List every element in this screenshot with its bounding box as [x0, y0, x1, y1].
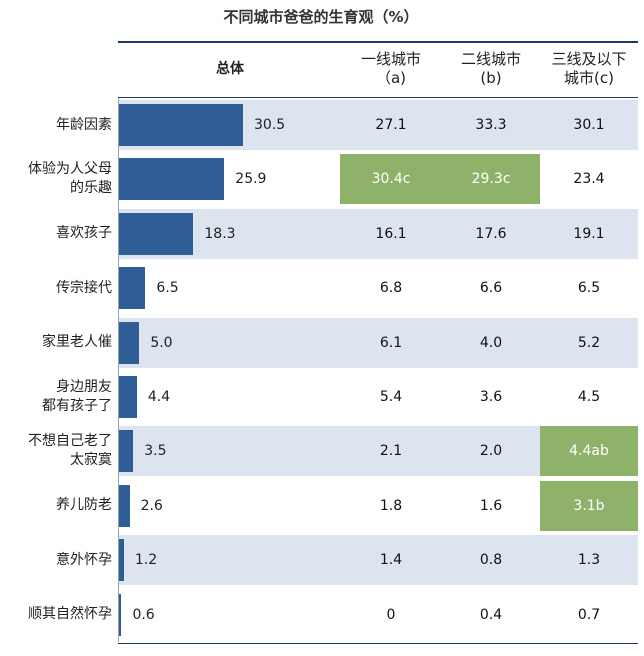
- cell-tier2: 2.0: [479, 443, 503, 460]
- total-bar: [119, 158, 225, 201]
- total-bar: [119, 104, 243, 146]
- row-background: [118, 317, 638, 368]
- bar-axis-line: [118, 98, 119, 642]
- cell-tier3: 6.5: [577, 280, 601, 297]
- cell-tier2: 1.6: [479, 497, 503, 514]
- cell-tier3: 19.1: [573, 225, 605, 242]
- total-bar-value: 6.5: [156, 280, 179, 297]
- cell-tier2: 6.6: [479, 280, 503, 297]
- total-bar: [119, 212, 194, 255]
- total-bar: [119, 376, 137, 418]
- cell-tier1: 2.1: [379, 443, 403, 460]
- row-label: 家里老人催: [42, 334, 112, 351]
- cell-tier3: 30.1: [573, 117, 605, 133]
- cell-tier1: 6.1: [379, 334, 403, 351]
- table-row: 喜欢孩子 18.3 16.1 17.6 19.1: [0, 208, 644, 259]
- total-bar: [119, 267, 146, 310]
- top-rule: [118, 41, 638, 43]
- row-label: 年龄因素: [56, 116, 112, 133]
- cell-tier1: 1.4: [379, 552, 403, 569]
- table-row: 顺其自然怀孕 0.6 0 0.4 0.7: [0, 590, 644, 640]
- total-bar-value: 0.6: [132, 606, 155, 623]
- row-label: 不想自己老了 太寂寞: [28, 433, 112, 469]
- cell-tier3: 1.3: [577, 552, 601, 569]
- cell-tier3: 5.2: [577, 334, 601, 351]
- table-row: 意外怀孕 1.2 1.4 0.8 1.3: [0, 535, 644, 586]
- row-label: 体验为人父母 的乐趣: [28, 161, 112, 197]
- header-tier2: 二线城市 (b): [460, 50, 521, 87]
- total-bar-value: 3.5: [144, 443, 167, 460]
- row-background: [118, 208, 638, 259]
- table-row: 家里老人催 5.0 6.1 4.0 5.2: [0, 317, 644, 368]
- cell-tier1: 1.8: [379, 497, 403, 514]
- table-row: 传宗接代 6.5 6.8 6.6 6.5: [0, 263, 644, 313]
- table-header: 总体 一线城市 （a) 二线城市 (b) 三线及以下 城市(c): [0, 44, 644, 94]
- total-bar-value: 25.9: [235, 171, 267, 188]
- cell-tier1: 6.8: [379, 280, 403, 297]
- cell-tier1: 30.4c: [340, 154, 442, 205]
- cell-tier3: 4.5: [577, 389, 601, 405]
- row-label: 养儿防老: [56, 497, 112, 514]
- cell-tier2: 0.4: [479, 606, 503, 623]
- cell-tier3: 0.7: [577, 606, 601, 623]
- cell-tier3: 23.4: [573, 171, 605, 188]
- cell-tier2: 17.6: [475, 225, 507, 242]
- table-row: 年龄因素 30.5 27.1 33.3 30.1: [0, 100, 644, 150]
- cell-tier1: 0: [386, 606, 396, 623]
- cell-tier3: 4.4ab: [540, 426, 638, 477]
- cell-tier1: 5.4: [379, 389, 403, 405]
- total-bar-value: 4.4: [147, 389, 171, 405]
- cell-tier2: 3.6: [479, 389, 503, 405]
- cell-tier1: 16.1: [375, 225, 407, 242]
- total-bar-value: 5.0: [150, 334, 173, 351]
- row-label: 传宗接代: [56, 279, 112, 296]
- row-label: 意外怀孕: [56, 551, 112, 568]
- cell-tier1: 27.1: [375, 117, 407, 133]
- header-tier3: 三线及以下 城市(c): [551, 50, 627, 87]
- row-background: [118, 535, 638, 586]
- total-bar: [119, 321, 140, 364]
- header-rule: [118, 97, 638, 98]
- total-bar-value: 30.5: [254, 117, 286, 133]
- total-bar-value: 2.6: [140, 497, 163, 514]
- total-bar: [119, 430, 134, 473]
- cell-tier2: 33.3: [475, 117, 507, 133]
- total-bar: [119, 484, 130, 527]
- table-row: 体验为人父母 的乐趣 25.9 30.4c 29.3c 23.4: [0, 154, 644, 205]
- table-row: 身边朋友 都有孩子了 4.4 5.4 3.6 4.5: [0, 372, 644, 422]
- cell-tier2: 4.0: [479, 334, 503, 351]
- cell-tier3: 3.1b: [540, 480, 638, 531]
- header-tier1: 一线城市 （a): [360, 50, 421, 87]
- table-row: 不想自己老了 太寂寞 3.5 2.1 2.0 4.4ab: [0, 426, 644, 477]
- chart-title: 不同城市爸爸的生育观（%）: [223, 8, 419, 26]
- total-bar: [119, 593, 122, 636]
- total-bar: [119, 539, 124, 582]
- cell-tier2: 29.3c: [442, 154, 540, 205]
- cell-tier2: 0.8: [479, 552, 503, 569]
- bottom-rule: [118, 643, 638, 644]
- row-label: 喜欢孩子: [56, 225, 112, 242]
- total-bar-value: 1.2: [134, 552, 158, 569]
- row-label: 顺其自然怀孕: [28, 606, 112, 623]
- total-bar-value: 18.3: [204, 225, 236, 242]
- row-label: 身边朋友 都有孩子了: [42, 379, 112, 414]
- header-total: 总体: [216, 60, 244, 77]
- table-row: 养儿防老 2.6 1.8 1.6 3.1b: [0, 480, 644, 531]
